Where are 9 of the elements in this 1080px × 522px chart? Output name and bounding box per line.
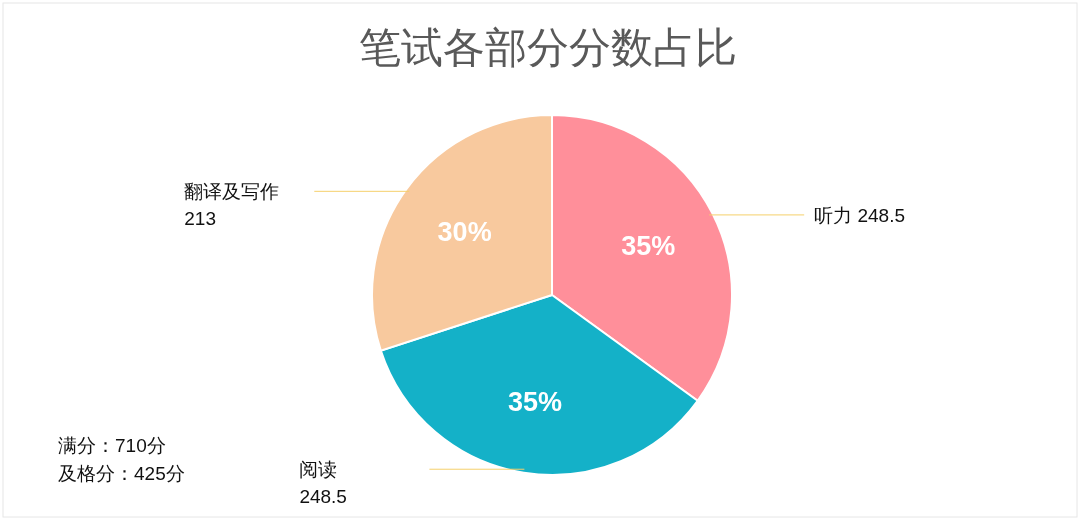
data-label: 35% [621, 230, 676, 261]
slice-label: 听力 248.5 [814, 204, 905, 226]
chart-title: 笔试各部分分数占比 [359, 24, 737, 71]
text: 及格分：425分 [58, 463, 185, 484]
data-label: 35% [508, 386, 563, 417]
text: 满分：710分 [58, 435, 166, 456]
slice-label: 阅读 248.5 [299, 459, 347, 508]
slice-label: 翻译及写作 213 [184, 181, 280, 230]
data-label: 30% [437, 216, 492, 247]
